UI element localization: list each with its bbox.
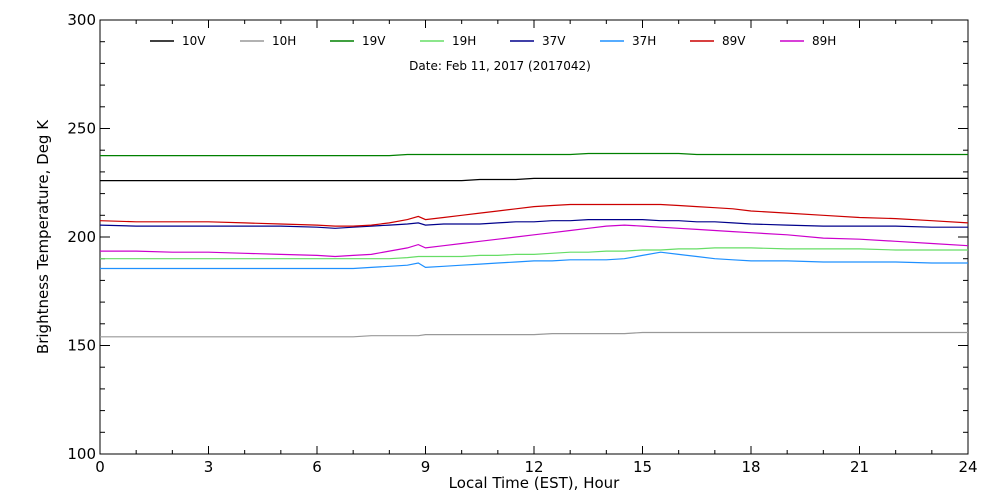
x-tick-label: 3 [204, 458, 214, 476]
x-tick-label: 9 [421, 458, 431, 476]
legend-label-37h: 37H [632, 34, 656, 48]
y-tick-label: 100 [67, 445, 96, 463]
series-lines [99, 152, 969, 338]
x-tick-label: 0 [95, 458, 105, 476]
series-line-37v [99, 219, 968, 229]
series-line-89v [99, 203, 969, 227]
legend: 10V 10H 19V 19H 37V 37H 89V 89H [150, 34, 836, 48]
legend-label-89h: 89H [812, 34, 836, 48]
series-line-10v [100, 177, 968, 182]
series-line-37h [100, 251, 968, 270]
legend-label-10h: 10H [272, 34, 296, 48]
x-axis-title: Local Time (EST), Hour [449, 474, 620, 492]
axis-ticks: 0 3 6 9 12 15 18 21 24 100 150 200 250 300 [67, 11, 977, 476]
legend-label-19h: 19H [452, 34, 476, 48]
legend-label-19v: 19V [362, 34, 386, 48]
x-tick-label: 21 [850, 458, 869, 476]
y-tick-label: 300 [67, 11, 96, 29]
x-tick-label: 12 [524, 458, 543, 476]
series-line-89h [100, 224, 969, 258]
y-tick-label: 200 [67, 228, 96, 246]
y-axis-title: Brightness Temperature, Deg K [34, 119, 52, 354]
series-line-10h [100, 331, 968, 338]
legend-label-89v: 89V [722, 34, 746, 48]
x-tick-label: 6 [312, 458, 322, 476]
y-tick-label: 250 [67, 120, 96, 138]
plot-frame [99, 19, 969, 455]
date-annotation: Date: Feb 11, 2017 (2017042) [409, 59, 591, 73]
series-line-19h [100, 247, 968, 260]
x-tick-label: 18 [741, 458, 760, 476]
y-tick-label: 150 [67, 337, 96, 355]
legend-label-10v: 10V [182, 34, 206, 48]
x-tick-label: 24 [958, 458, 977, 476]
x-tick-label: 15 [633, 458, 652, 476]
series-line-19v [100, 152, 968, 157]
legend-label-37v: 37V [542, 34, 566, 48]
